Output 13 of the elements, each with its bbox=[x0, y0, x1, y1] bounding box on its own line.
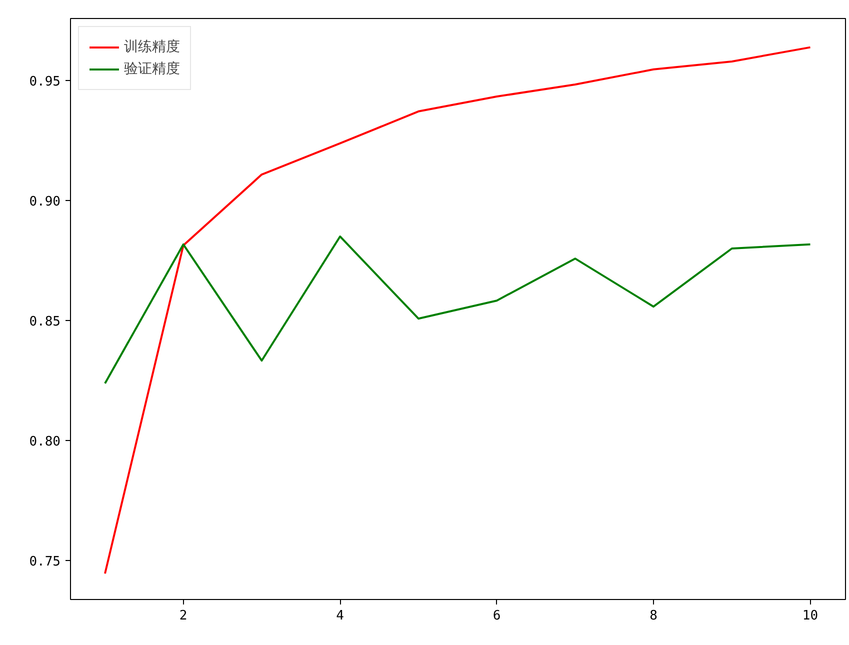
y-tick-label: 0.95 bbox=[29, 74, 61, 90]
y-tick-label: 0.75 bbox=[29, 554, 61, 570]
legend-label: 训练精度 bbox=[124, 38, 180, 56]
x-tick-label: 8 bbox=[650, 608, 658, 624]
x-tick-label: 2 bbox=[179, 608, 188, 624]
y-tick-label: 0.80 bbox=[29, 434, 61, 450]
x-tick-label: 10 bbox=[802, 608, 818, 624]
x-tick-label: 4 bbox=[336, 608, 344, 624]
legend-label: 验证精度 bbox=[124, 60, 180, 78]
x-tick-label: 6 bbox=[492, 608, 501, 624]
line-series bbox=[104, 235, 812, 384]
y-tick-label: 0.85 bbox=[29, 314, 61, 330]
y-tick-label: 0.90 bbox=[29, 194, 61, 210]
